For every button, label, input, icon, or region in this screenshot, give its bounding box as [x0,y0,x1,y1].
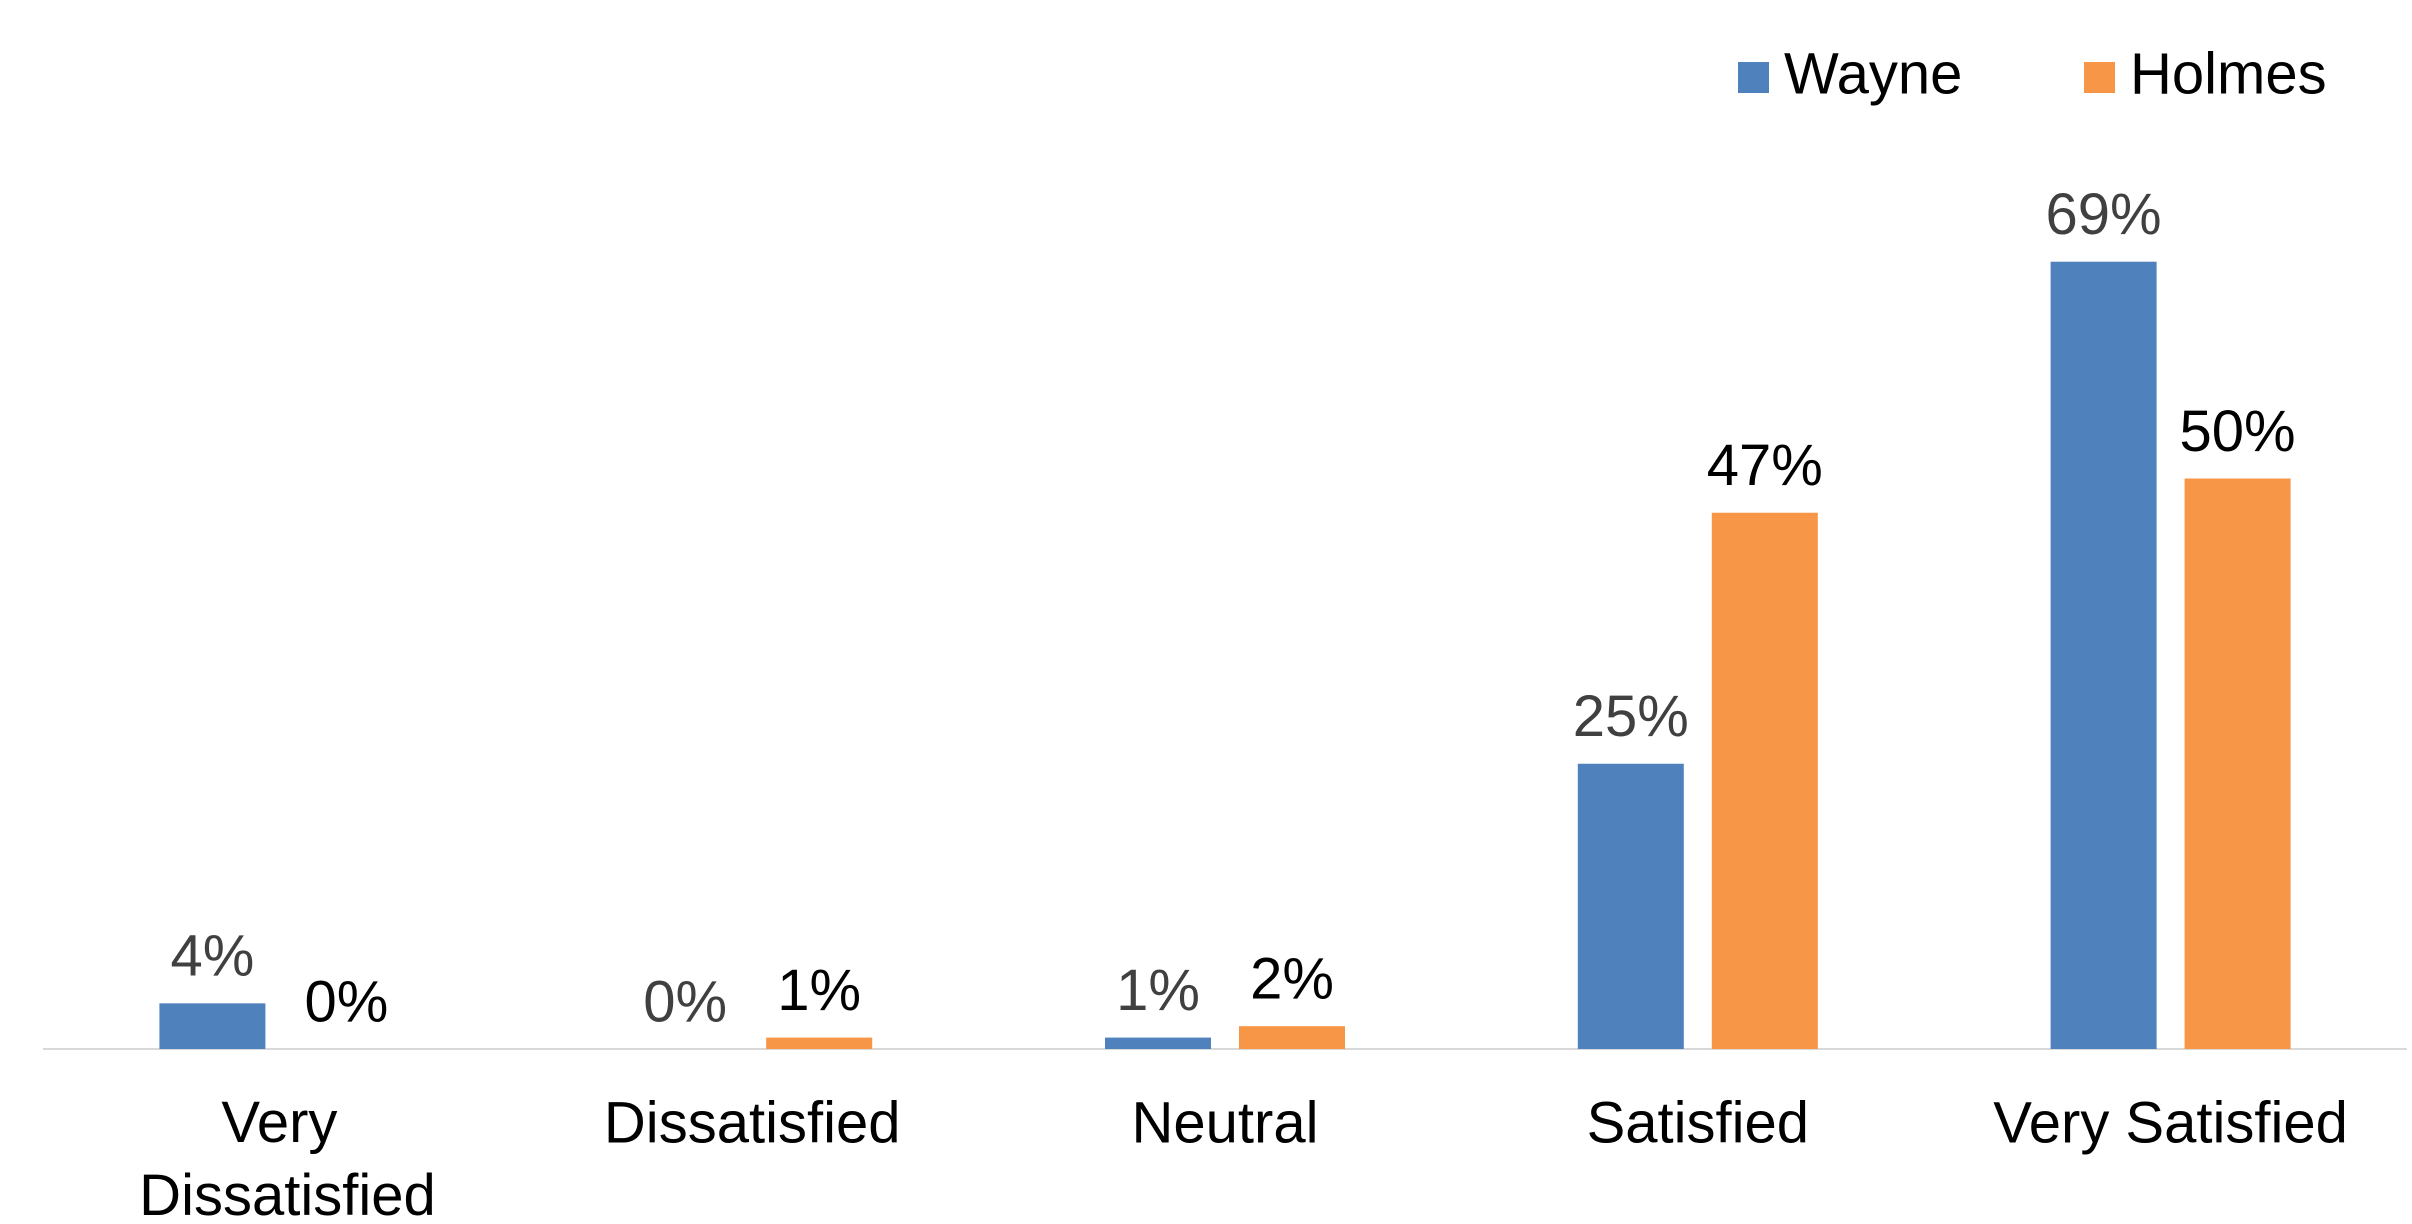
x-tick-label: Very Dissatisfied [123,1090,436,1224]
legend-label: Wayne [1784,41,1962,106]
legend-label: Holmes [2130,41,2327,106]
bar [159,1003,266,1049]
bar [2050,261,2157,1050]
data-label: 47% [1707,433,1823,498]
bar [766,1037,873,1049]
bar [2184,478,2291,1049]
data-label: 2% [1250,947,1334,1012]
x-tick-label: Satisfied [1587,1090,1809,1155]
legend-marker [1738,62,1769,93]
data-label: 1% [777,958,861,1023]
bar [1577,763,1684,1049]
data-label: 1% [1116,958,1200,1023]
bar [1239,1026,1345,1049]
legend-marker [2084,62,2115,93]
data-label: 50% [2180,399,2296,464]
bar [1105,1037,1211,1049]
data-label: 25% [1573,684,1689,749]
data-label: 0% [304,969,388,1034]
x-tick-label: Neutral [1132,1090,1319,1155]
bar [1711,512,1818,1049]
x-tick-label: Very Satisfied [1993,1090,2348,1155]
data-label: 69% [2046,182,2162,247]
data-label: 0% [643,969,727,1034]
data-label: 4% [170,924,254,989]
x-tick-label: Dissatisfied [604,1090,901,1155]
